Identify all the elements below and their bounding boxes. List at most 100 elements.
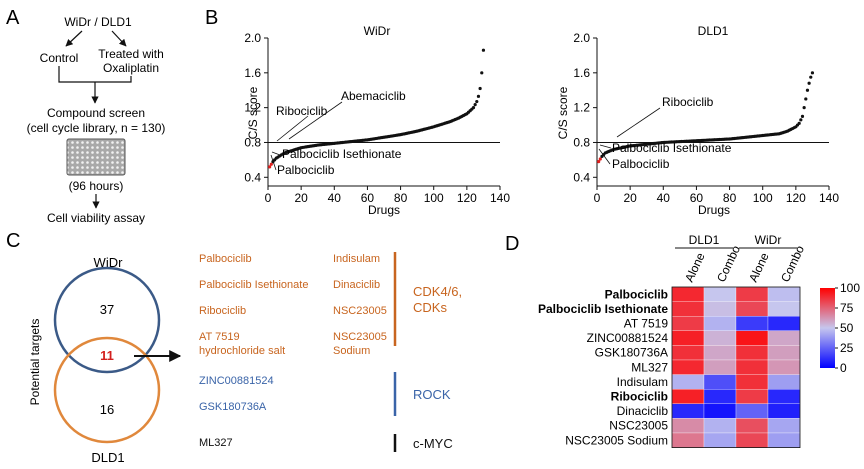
dld1-y-tick-label: 1.2: [573, 101, 590, 115]
venn-diagram: WiDr DLD1 Potential targets 37 11 16: [28, 255, 182, 465]
heatmap-cell: [767, 374, 801, 390]
widr-point: [471, 106, 476, 110]
heatmap-row-label: Indisulam: [617, 375, 668, 389]
heatmap-cell: [767, 403, 801, 419]
heatmap-group-label: WiDr: [755, 233, 782, 247]
heatmap-cell: [671, 432, 705, 448]
widr-y-axis-label: C/S score: [246, 86, 260, 139]
heatmap-cell: [671, 389, 705, 404]
dld1-x-tick-label: 0: [594, 191, 601, 205]
heatmap-cell: [767, 286, 801, 302]
heatmap-row-label: Ribociclib: [611, 390, 668, 404]
heatmap-row-label: NSC23005 Sodium: [565, 433, 668, 447]
widr-scatter-plot: WiDr C/S score Drugs 0 20 40 60 80 100 120 1400…: [244, 24, 510, 217]
widr-x-tick-label: 0: [265, 191, 272, 205]
venn-dld1-only-count: 16: [100, 402, 114, 417]
heatmap-border: [671, 286, 801, 449]
dld1-x-tick-label: 20: [623, 191, 637, 205]
widr-x-tick-label: 100: [424, 191, 444, 205]
heatmap-row-label: ZINC00881524: [587, 331, 669, 345]
colorbar-tick-label: 50: [840, 321, 854, 335]
widr-point: [268, 165, 272, 169]
cdk-item-dinaciclib: Dinaciclib: [333, 279, 380, 291]
widr-label-abemaciclib: Abemaciclib: [341, 89, 406, 103]
cdk-item-at7519-salt: hydrochloride salt: [199, 345, 285, 357]
heatmap-cell: [671, 403, 705, 419]
heatmap-row-label: NSC23005: [609, 419, 668, 433]
heatmap-cell: [703, 432, 737, 448]
dld1-palbociclib-leader: [598, 148, 611, 165]
heatmap-cell: [671, 316, 705, 331]
heatmap-cell: [767, 432, 801, 448]
widr-y-tick-label: 2.0: [244, 31, 261, 45]
workflow-hours-label: (96 hours): [69, 179, 124, 193]
widr-label-ribociclib: Ribociclib: [276, 104, 328, 118]
dld1-x-tick-label: 80: [723, 191, 737, 205]
venn-dld1-circle: [53, 336, 161, 444]
cdk-group-label-line2: CDKs: [413, 300, 447, 315]
colorbar-tick-label: 0: [840, 361, 847, 375]
widr-point: [478, 86, 482, 91]
widr-points: [268, 48, 486, 169]
heatmap-cell: [735, 418, 769, 434]
heatmap-cell: [735, 316, 769, 331]
heatmap-cell: [703, 359, 737, 375]
myc-group-label: c-MYC: [413, 436, 453, 451]
widr-point: [480, 71, 484, 75]
venn-widr-label: WiDr: [94, 255, 124, 270]
widr-y-tick-label: 0.8: [244, 135, 261, 149]
dld1-point: [797, 121, 801, 125]
heatmap-cell: [735, 359, 769, 375]
cdk-item-palbociclib: Palbociclib: [199, 253, 252, 265]
widr-plot-title: WiDr: [364, 24, 391, 38]
heatmap-cell: [767, 316, 801, 331]
workflow-library-label: (cell cycle library, n = 130): [27, 121, 166, 135]
heatmap-cell: [703, 389, 737, 404]
widr-point: [269, 162, 273, 166]
panel-letter-d: D: [505, 233, 519, 255]
rock-group-label: ROCK: [413, 387, 451, 402]
heatmap-cell: [735, 286, 769, 302]
workflow-assay-label: Cell viability assay: [47, 211, 145, 225]
heatmap-cell: [735, 330, 769, 346]
widr-x-axis-label: Drugs: [368, 203, 400, 217]
dld1-label-ribociclib: Ribociclib: [662, 95, 714, 109]
heatmap-cell: [671, 301, 705, 317]
workflow-treated-label: Treated with: [98, 47, 164, 61]
heatmap-cell: [703, 330, 737, 346]
rock-target-list: ZINC00881524 GSK180736A ROCK: [199, 372, 451, 416]
panel-letter-a: A: [6, 7, 20, 29]
heatmap-cell: [767, 359, 801, 375]
widr-axes: 0 20 40 60 80 100 120 140 0.4 0.8 1.2 1.6 2.0: [244, 31, 510, 205]
dld1-ribociclib-leader: [616, 107, 661, 138]
dld1-y-tick-label: 1.6: [573, 66, 590, 80]
heatmap-cell: [671, 374, 705, 390]
dld1-x-tick-label: 60: [690, 191, 704, 205]
heatmap-cell: [767, 301, 801, 317]
dld1-annotations: Ribociclib Palbociclib Isethionate Palbo…: [598, 95, 732, 171]
workflow-arrow-treated: [111, 30, 127, 47]
workflow-diagram: WiDr / DLD1 Control Treated with Oxalipl…: [27, 15, 166, 225]
heatmap-cell: [671, 345, 705, 361]
widr-palbociclib-leader: [270, 154, 277, 171]
heatmap-cell: [703, 374, 737, 390]
widr-x-tick-label: 140: [490, 191, 510, 205]
heatmap-cell: [671, 359, 705, 375]
heatmap-cell: [735, 301, 769, 317]
widr-x-tick-label: 60: [361, 191, 375, 205]
dld1-scatter-plot: DLD1 C/S score Drugs 0 20 40 60 80 100 120 1400…: [556, 24, 839, 217]
heatmap-row-label: ML327: [631, 360, 668, 374]
heatmap-cell: [767, 389, 801, 404]
heatmap-row-label: AT 7519: [624, 317, 669, 331]
widr-ribociclib-leader: [276, 115, 309, 142]
dld1-x-axis-label: Drugs: [698, 203, 730, 217]
dld1-point: [597, 160, 601, 164]
heatmap-cell: [735, 374, 769, 390]
cdk-item-nsc23005-sodium-line2: Sodium: [333, 345, 370, 357]
heatmap-cell: [767, 345, 801, 361]
dld1-x-tick-label: 100: [753, 191, 773, 205]
cdk-target-list: Palbociclib Palbociclib Isethionate Ribo…: [199, 252, 462, 357]
heatmap-cell: [703, 345, 737, 361]
colorbar-ticks: 0 25 50 75 100: [835, 281, 860, 375]
